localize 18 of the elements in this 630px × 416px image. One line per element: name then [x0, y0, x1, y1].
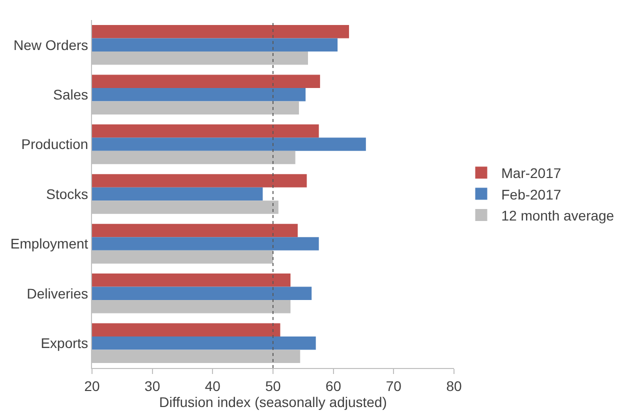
x-tick-label: 80 — [446, 378, 462, 394]
y-tick-label: Employment — [10, 236, 88, 252]
y-tick-label: New Orders — [14, 36, 88, 53]
y-tick-label: Exports — [40, 335, 88, 352]
y-tick-label: Production — [21, 136, 88, 152]
y-tick-label: Deliveries — [26, 285, 88, 302]
y-tick-label: Sales — [53, 86, 88, 102]
y-tick-label: Stocks — [46, 186, 88, 202]
x-tick-label: 50 — [265, 378, 281, 394]
legend-label: Feb-2017 — [501, 186, 562, 202]
x-axis-title: Diffusion index (seasonally adjusted) — [159, 394, 387, 410]
x-tick-label: 30 — [144, 378, 160, 394]
legend-label: 12 month average — [501, 207, 614, 224]
x-tick-label: 20 — [84, 378, 100, 394]
x-tick-label: 70 — [386, 378, 402, 394]
x-tick-label: 60 — [326, 378, 342, 394]
legend-label: Mar-2017 — [501, 165, 562, 182]
x-tick-label: 40 — [204, 378, 221, 394]
